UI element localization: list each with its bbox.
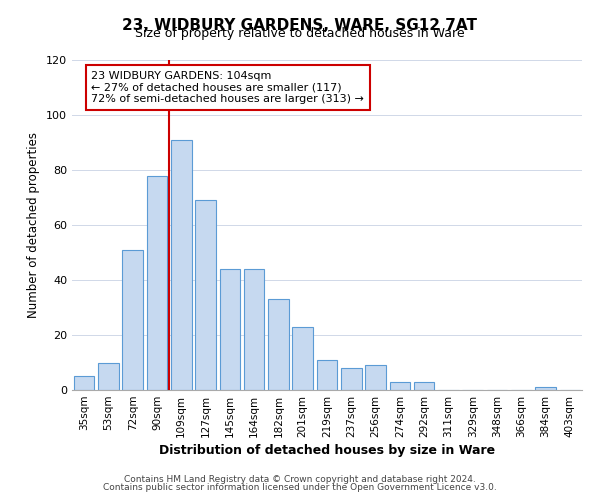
- Bar: [389, 382, 410, 390]
- Bar: [317, 360, 337, 390]
- Y-axis label: Number of detached properties: Number of detached properties: [28, 132, 40, 318]
- Bar: [341, 368, 362, 390]
- Bar: [365, 365, 386, 390]
- Text: Contains public sector information licensed under the Open Government Licence v3: Contains public sector information licen…: [103, 483, 497, 492]
- Bar: [268, 299, 289, 390]
- Bar: [122, 250, 143, 390]
- Bar: [98, 362, 119, 390]
- Bar: [244, 269, 265, 390]
- Bar: [195, 200, 216, 390]
- Bar: [535, 387, 556, 390]
- Bar: [220, 269, 240, 390]
- Bar: [414, 382, 434, 390]
- Bar: [171, 140, 191, 390]
- Bar: [292, 327, 313, 390]
- Text: Size of property relative to detached houses in Ware: Size of property relative to detached ho…: [135, 28, 465, 40]
- Text: 23, WIDBURY GARDENS, WARE, SG12 7AT: 23, WIDBURY GARDENS, WARE, SG12 7AT: [122, 18, 478, 32]
- X-axis label: Distribution of detached houses by size in Ware: Distribution of detached houses by size …: [159, 444, 495, 457]
- Bar: [146, 176, 167, 390]
- Text: 23 WIDBURY GARDENS: 104sqm
← 27% of detached houses are smaller (117)
72% of sem: 23 WIDBURY GARDENS: 104sqm ← 27% of deta…: [91, 71, 364, 104]
- Text: Contains HM Land Registry data © Crown copyright and database right 2024.: Contains HM Land Registry data © Crown c…: [124, 475, 476, 484]
- Bar: [74, 376, 94, 390]
